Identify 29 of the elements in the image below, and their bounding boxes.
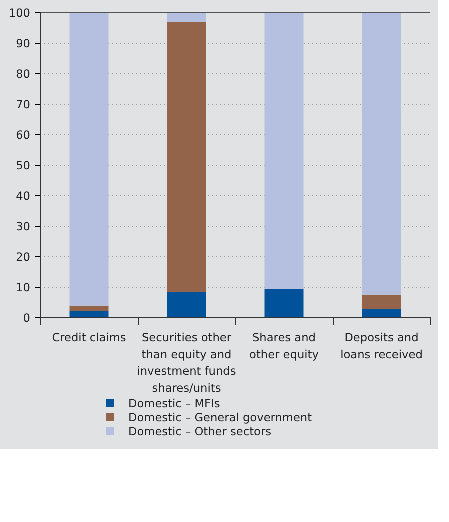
y-tick-label: 90 xyxy=(16,36,31,50)
y-tick-label: 100 xyxy=(8,6,31,20)
y-tick-label: 50 xyxy=(16,158,31,172)
bar xyxy=(362,12,402,295)
bar xyxy=(70,12,109,306)
legend-label: Domestic – MFIs xyxy=(128,396,220,410)
y-tick-label: 0 xyxy=(23,311,31,325)
y-tick-label: 20 xyxy=(16,250,31,264)
bar xyxy=(167,22,206,292)
y-tick-label: 30 xyxy=(16,220,31,234)
y-tick-label: 10 xyxy=(16,280,31,294)
bar xyxy=(362,309,402,318)
legend-label: Domestic – General government xyxy=(128,410,313,424)
bar xyxy=(362,294,402,310)
y-tick-label: 40 xyxy=(16,189,31,203)
legend-label: Domestic – Other sectors xyxy=(128,424,272,438)
bar xyxy=(70,311,109,318)
y-tick-label: 80 xyxy=(16,67,31,81)
bar xyxy=(264,12,304,290)
bar xyxy=(70,306,109,312)
x-tick-label: Shares and other equity xyxy=(250,330,320,362)
x-tick-label: Securities other than equity and investment funds shares/units xyxy=(137,330,236,395)
x-tick-label: Credit claims xyxy=(52,330,126,344)
y-tick-label: 60 xyxy=(16,128,31,142)
bar xyxy=(167,12,206,22)
y-tick-label: 70 xyxy=(16,98,31,112)
bar xyxy=(264,289,304,318)
bar xyxy=(167,292,206,318)
x-tick-label: Deposits and loans received xyxy=(340,330,423,362)
